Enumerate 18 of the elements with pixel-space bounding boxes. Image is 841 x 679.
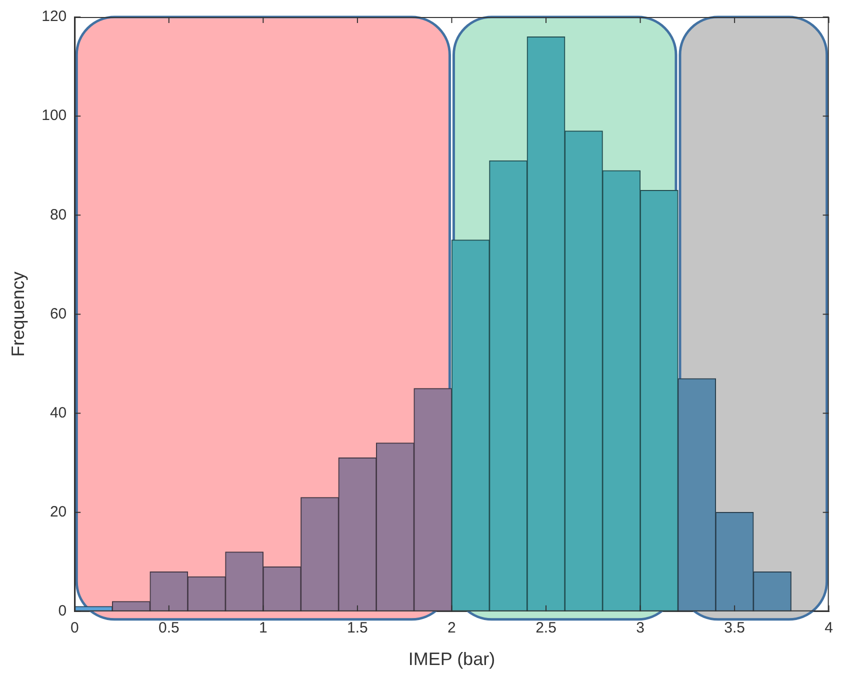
y-tick-label: 40	[50, 404, 67, 422]
y-tick-label: 120	[42, 8, 67, 26]
x-tick-label: 2.5	[536, 620, 556, 637]
x-tick-label: 4	[824, 620, 833, 637]
y-tick-label: 100	[42, 107, 67, 124]
y-tick-label: 0	[58, 602, 67, 620]
x-tick-label: 0.5	[158, 620, 180, 637]
x-tick-label: 1.5	[347, 620, 368, 637]
y-tick-label: 20	[50, 503, 67, 520]
x-axis-title: IMEP (bar)	[408, 649, 496, 670]
x-tick-label: 1	[259, 620, 268, 637]
x-tick-label: 3	[636, 620, 644, 637]
x-tick-label: 3.5	[724, 620, 745, 637]
y-axis-title: Frequency	[8, 272, 28, 357]
y-tick-label: 60	[50, 305, 67, 322]
x-tick-label: 2	[448, 620, 456, 637]
x-tick-label: 0	[70, 620, 79, 637]
y-tick-label: 80	[50, 206, 67, 224]
